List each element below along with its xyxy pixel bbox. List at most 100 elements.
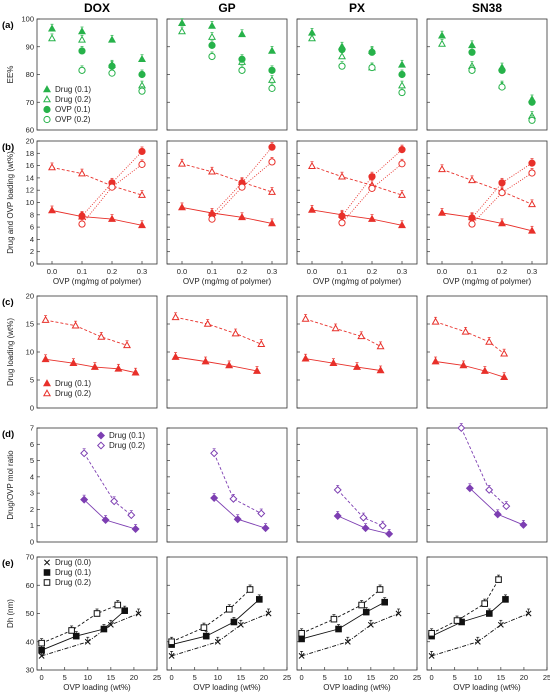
panel-e-gp-drug02-point-0 xyxy=(168,638,175,646)
panel-a-sn38-ovp02-point-2 xyxy=(528,116,536,124)
panel-a-sn38-ovp01-point-2 xyxy=(528,98,536,106)
panel-e-sn38-xtick-label-2: 10 xyxy=(474,673,482,682)
panel-e-sn38-drug00-point-0 xyxy=(428,652,435,659)
y-tick-label-3-0: 0 xyxy=(30,538,34,547)
panel-e-dox-xtick-label-3: 15 xyxy=(107,673,115,682)
panel-e-sn38-drug01-point-2 xyxy=(486,610,493,617)
panel-c-dox-drug02-line xyxy=(45,319,128,346)
panel-d-px-drug02-point-1 xyxy=(359,513,368,522)
y-tick-label-0-2: 80 xyxy=(26,70,34,79)
panel-a-px-ovp02-point-1 xyxy=(368,63,376,72)
y-tick-label-2-4: 20 xyxy=(26,292,34,301)
panel-a-sn38-drug01-point-0 xyxy=(438,31,446,39)
row-label-1: (b) xyxy=(2,142,14,153)
panel-a-dox-drug01-point-1 xyxy=(78,27,86,35)
panel-e-gp-drug02-line xyxy=(171,589,251,643)
column-title-dox: DOX xyxy=(84,1,110,15)
panel-b-gp-drug01-point-0 xyxy=(178,203,186,211)
panel-b-px-xtick-label-1: 0.1 xyxy=(337,267,347,276)
panel-b-px-ovp01-point-1 xyxy=(368,173,376,181)
panel-b-dox-frame xyxy=(36,140,158,265)
panel-c-sn38-drug02-point-0 xyxy=(431,317,440,325)
panel-a-gp-drug02-point-0 xyxy=(178,27,186,35)
panel-b-sn38-drug01-point-2 xyxy=(498,219,506,227)
panel-b-gp-drug02-point-0 xyxy=(178,159,186,167)
panel-c-dox-drug01-line xyxy=(45,358,136,374)
panel-b-gp-xtick-label-3: 0.3 xyxy=(267,267,277,276)
panel-a-px-drug02-point-0 xyxy=(308,34,316,42)
x-axis-label-1-3: OVP (mg/mg of polymer) xyxy=(443,277,532,286)
panel-b-gp-drug01-point-3 xyxy=(268,219,276,227)
panel-b-px-drug02-point-1 xyxy=(338,172,346,180)
panel-d-sn38-drug01-point-2 xyxy=(519,520,528,529)
panel-e-dox-xtick-label-1: 5 xyxy=(63,673,67,682)
panel-e-dox-drug00-line xyxy=(41,613,139,657)
panel-b-px-ovp02-point-1 xyxy=(368,184,376,192)
y-tick-label-2-1: 5 xyxy=(30,376,34,385)
panel-a-sn38-ovp02-point-0 xyxy=(468,66,476,74)
panel-c-dox-drug02-point-3 xyxy=(123,340,131,349)
y-axis-label-4: Dh (nm) xyxy=(6,599,15,628)
panel-e-sn38-xtick-label-4: 20 xyxy=(520,673,528,682)
panel-d-px-drug01-point-0 xyxy=(333,511,342,520)
panel-b-gp-drug01-point-2 xyxy=(238,212,246,221)
panel-c-gp-drug01-point-1 xyxy=(201,357,210,365)
panel-a-px-drug02-point-1 xyxy=(338,52,346,60)
panel-b-gp-xtick-label-2: 0.2 xyxy=(237,267,247,276)
legend-label-0-3: OVP (0.2) xyxy=(55,115,91,124)
panel-b-sn38-xtick-label-1: 0.1 xyxy=(467,267,477,276)
panel-c-px-drug02-point-2 xyxy=(357,331,366,340)
y-tick-label-4-3: 60 xyxy=(26,581,34,590)
panel-e-px-drug01-point-2 xyxy=(362,608,370,616)
legend-marker-0-1 xyxy=(43,95,51,103)
panel-b-dox-drug01-point-2 xyxy=(108,214,116,222)
panel-b-gp-drug02-point-1 xyxy=(208,167,216,175)
legend-marker-2-1 xyxy=(43,389,51,397)
legend-marker-3-0 xyxy=(96,431,106,440)
panel-e-px-drug01-point-1 xyxy=(335,625,342,633)
panel-e-gp-drug02-point-1 xyxy=(200,624,208,631)
panel-a-dox-drug02-point-0 xyxy=(48,34,56,42)
panel-c-px-drug02-point-1 xyxy=(331,324,340,332)
panel-e-px-drug01-line xyxy=(301,601,385,640)
panel-d-sn38-drug02-point-1 xyxy=(485,485,494,494)
panel-a-gp-ovp02-point-2 xyxy=(268,84,276,92)
panel-b-dox-ovp02-point-2 xyxy=(138,160,146,168)
panel-b-dox-ovp02-point-1 xyxy=(108,183,116,191)
panel-b-gp-ovp02-point-2 xyxy=(268,158,276,166)
panel-b-sn38-xtick-label-2: 0.2 xyxy=(497,267,507,276)
x-axis-label-1-0: OVP (mg/mg of polymer) xyxy=(53,277,142,286)
panel-e-gp-xtick-label-0: 0 xyxy=(170,673,174,682)
panel-c-dox-drug01-point-1 xyxy=(69,358,78,367)
panel-e-sn38-drug00-line xyxy=(431,613,529,657)
panel-c-dox-drug01-point-2 xyxy=(90,362,99,370)
y-tick-label-1-2: 4 xyxy=(30,235,34,244)
panel-b-px-xtick-label-0: 0.0 xyxy=(307,267,317,276)
panel-e-px-drug00-line xyxy=(301,613,399,657)
legend-label-4-0: Drug (0.0) xyxy=(55,558,91,567)
panel-e-sn38-drug00-point-1 xyxy=(474,638,481,645)
legend-marker-4-2 xyxy=(43,579,51,586)
panel-b-dox-drug01-point-3 xyxy=(138,220,146,229)
panel-c-gp-drug01-point-2 xyxy=(225,361,234,369)
legend-marker-4-1 xyxy=(43,569,51,576)
panel-b-px-drug01-point-3 xyxy=(398,220,406,229)
panel-b-gp-ovp01-point-2 xyxy=(268,143,276,151)
panel-e-px-xtick-label-1: 5 xyxy=(323,673,327,682)
panel-b-sn38-ovp01-point-1 xyxy=(498,179,506,187)
panel-b-sn38-ovp01-line xyxy=(471,162,533,219)
panel-e-dox-xtick-label-5: 25 xyxy=(153,673,161,682)
y-tick-label-1-4: 8 xyxy=(30,210,34,219)
x-axis-label-4-3: OVP loading (wt%) xyxy=(453,683,521,692)
panel-b-px-drug01-line xyxy=(311,209,403,226)
panel-b-sn38-ovp02-point-1 xyxy=(498,189,506,197)
panel-e-dox-drug02-point-2 xyxy=(93,610,101,617)
panel-d-sn38-drug01-point-0 xyxy=(465,484,474,493)
panel-d-dox-drug01-line xyxy=(83,499,136,530)
y-axis-label-1: Drug and OVP loading (wt%) xyxy=(6,151,15,254)
panel-b-dox-xtick-label-2: 0.2 xyxy=(107,267,117,276)
panel-c-sn38-drug01-point-2 xyxy=(480,366,489,374)
panel-b-dox-ovp02-point-0 xyxy=(78,220,86,228)
panel-a-dox-drug01-point-3 xyxy=(138,54,146,63)
panel-d-dox-drug01-point-1 xyxy=(101,516,110,525)
